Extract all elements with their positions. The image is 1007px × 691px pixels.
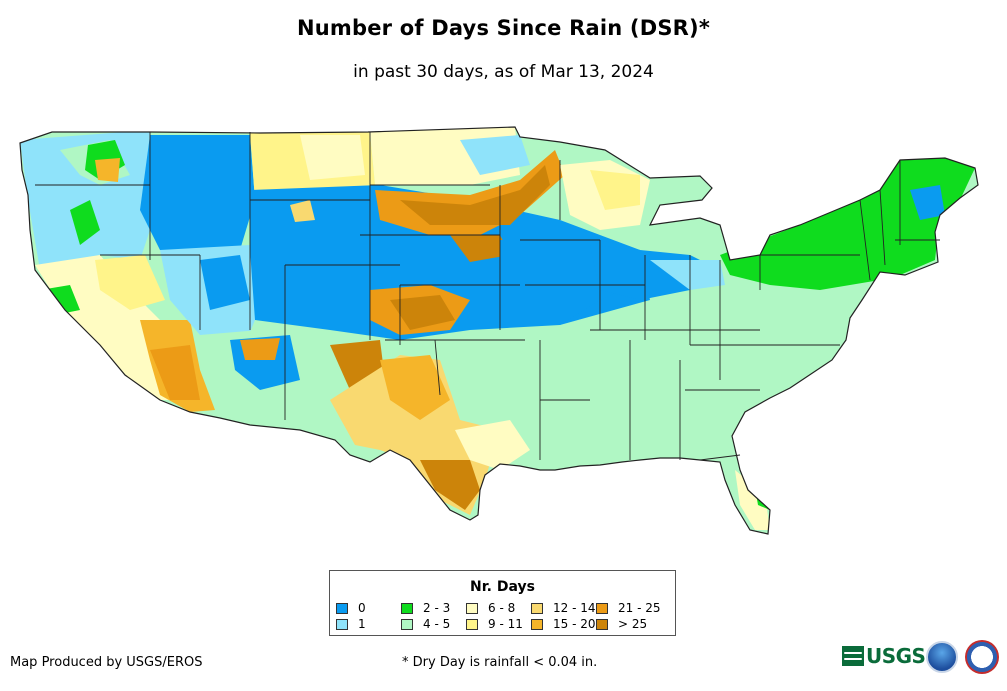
legend-item: 15 - 20 xyxy=(531,617,596,631)
legend-swatch xyxy=(401,618,413,630)
footnote-text: * Dry Day is rainfall < 0.04 in. xyxy=(402,655,598,670)
noaa-logo-icon xyxy=(926,641,958,673)
legend-item: 12 - 14 xyxy=(531,601,596,615)
legend: Nr. Days 0 1 2 - 3 4 - 5 6 - 8 9 - 11 12 - 14 1… xyxy=(329,570,676,636)
legend-item: 6 - 8 xyxy=(466,601,515,615)
usgs-logo-text: USGS xyxy=(866,644,926,668)
legend-label: 2 - 3 xyxy=(423,601,451,615)
legend-label: 21 - 25 xyxy=(618,601,661,615)
usgs-logo-icon: USGS xyxy=(842,644,926,668)
legend-item: > 25 xyxy=(596,617,647,631)
legend-swatch xyxy=(466,618,478,630)
legend-label: > 25 xyxy=(618,617,648,631)
legend-swatch xyxy=(531,618,543,630)
legend-swatch xyxy=(336,602,348,614)
legend-swatch xyxy=(336,618,348,630)
legend-label: 9 - 11 xyxy=(488,617,523,631)
map-title: Number of Days Since Rain (DSR)* xyxy=(296,16,711,40)
legend-label: 6 - 8 xyxy=(488,601,516,615)
legend-swatch xyxy=(466,602,478,614)
legend-item: 2 - 3 xyxy=(401,601,450,615)
legend-item: 21 - 25 xyxy=(596,601,661,615)
legend-swatch xyxy=(596,602,608,614)
legend-label: 15 - 20 xyxy=(553,617,596,631)
legend-label: 12 - 14 xyxy=(553,601,596,615)
legend-label: 1 xyxy=(358,617,366,631)
legend-item: 9 - 11 xyxy=(466,617,523,631)
legend-title: Nr. Days xyxy=(470,579,535,595)
legend-label: 4 - 5 xyxy=(423,617,451,631)
legend-swatch xyxy=(531,602,543,614)
legend-item: 0 xyxy=(336,601,366,615)
nws-logo-icon xyxy=(965,640,999,674)
legend-swatch xyxy=(401,602,413,614)
legend-label: 0 xyxy=(358,601,366,615)
dsr-regions xyxy=(20,127,978,534)
map-subtitle: in past 30 days, as of Mar 13, 2024 xyxy=(353,62,654,82)
credit-text: Map Produced by USGS/EROS xyxy=(10,655,203,670)
legend-item: 4 - 5 xyxy=(401,617,450,631)
state-boundaries xyxy=(35,132,940,461)
legend-swatch xyxy=(596,618,608,630)
legend-item: 1 xyxy=(336,617,366,631)
agency-logos: USGS xyxy=(842,638,1002,678)
